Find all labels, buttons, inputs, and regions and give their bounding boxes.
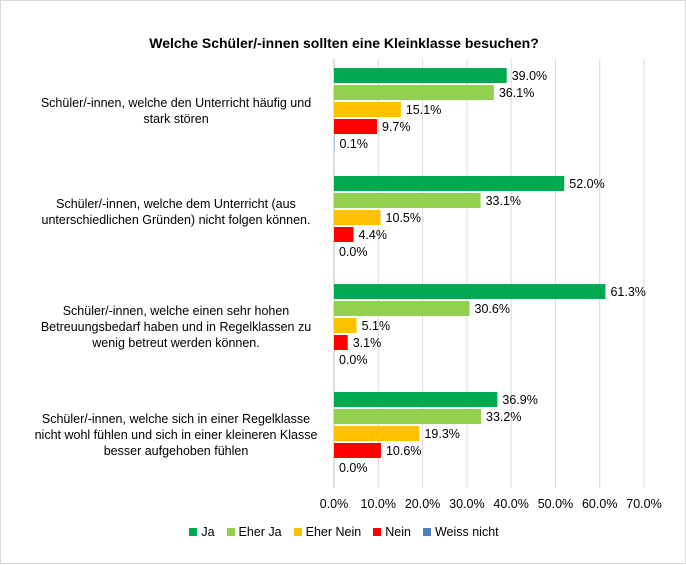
bar-eher-nein-2 [334,210,381,225]
x-tick-label-2: 20.0% [405,497,440,511]
data-label-eher-nein-1: 15.1% [406,103,441,117]
x-tick-label-3: 30.0% [449,497,484,511]
data-label-eher-ja-4: 33.2% [486,410,521,424]
legend-label-weiss-nicht: Weiss nicht [435,525,499,539]
bar-nein-1 [334,119,377,134]
x-tick-label-0: 0.0% [320,497,349,511]
legend-swatch-weiss-nicht [423,528,431,536]
bar-nein-2 [334,227,353,242]
bar-ja-2 [334,176,564,191]
bar-ja-4 [334,392,497,407]
bar-eher-ja-2 [334,193,481,208]
data-label-eher-nein-4: 19.3% [424,427,459,441]
data-label-nein-4: 10.6% [386,444,421,458]
bar-nein-3 [334,335,348,350]
legend-item-nein: Nein [373,525,411,539]
bar-eher-nein-4 [334,426,419,441]
data-label-weiss-nicht-3: 0.0% [339,353,368,367]
x-tick-label-1: 10.0% [361,497,396,511]
legend: Ja Eher Ja Eher Nein Nein Weiss nicht [1,525,686,539]
legend-swatch-eher-ja [227,528,235,536]
data-label-ja-4: 36.9% [502,393,537,407]
data-label-eher-ja-1: 36.1% [499,86,534,100]
legend-item-ja: Ja [189,525,214,539]
bar-eher-ja-3 [334,301,470,316]
bar-eher-ja-1 [334,85,494,100]
legend-label-eher-nein: Eher Nein [306,525,362,539]
data-label-nein-3: 3.1% [353,336,382,350]
bar-eher-nein-1 [334,102,401,117]
bar-eher-ja-4 [334,409,481,424]
data-label-eher-ja-3: 30.6% [475,302,510,316]
data-label-nein-2: 4.4% [358,228,387,242]
data-label-weiss-nicht-1: 0.1% [339,137,368,151]
legend-swatch-nein [373,528,381,536]
data-label-weiss-nicht-4: 0.0% [339,461,368,475]
legend-item-weiss-nicht: Weiss nicht [423,525,499,539]
legend-label-ja: Ja [201,525,214,539]
data-label-weiss-nicht-2: 0.0% [339,245,368,259]
x-tick-label-6: 60.0% [582,497,617,511]
data-label-ja-1: 39.0% [512,69,547,83]
bar-nein-4 [334,443,381,458]
legend-item-eher-nein: Eher Nein [294,525,362,539]
legend-item-eher-ja: Eher Ja [227,525,282,539]
bar-eher-nein-3 [334,318,357,333]
data-label-ja-2: 52.0% [569,177,604,191]
x-tick-label-5: 50.0% [538,497,573,511]
bar-ja-1 [334,68,507,83]
x-tick-label-4: 40.0% [493,497,528,511]
legend-label-eher-ja: Eher Ja [239,525,282,539]
data-label-nein-1: 9.7% [382,120,411,134]
data-label-ja-3: 61.3% [610,285,645,299]
data-label-eher-nein-3: 5.1% [362,319,391,333]
bar-ja-3 [334,284,605,299]
legend-swatch-ja [189,528,197,536]
x-tick-label-7: 70.0% [626,497,661,511]
legend-label-nein: Nein [385,525,411,539]
data-label-eher-nein-2: 10.5% [386,211,421,225]
legend-swatch-eher-nein [294,528,302,536]
data-label-eher-ja-2: 33.1% [486,194,521,208]
